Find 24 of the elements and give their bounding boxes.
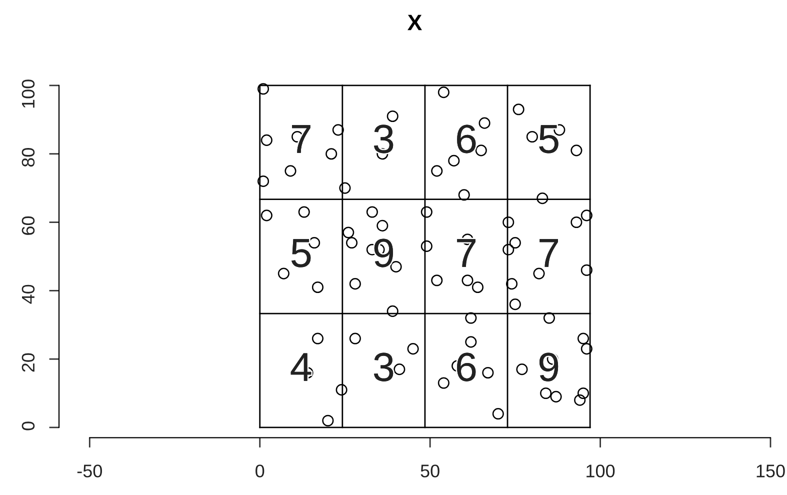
y-tick-label: 40: [22, 284, 35, 304]
chart-title: X: [408, 14, 422, 30]
x-tick-label: 100: [586, 464, 615, 478]
annotation: 9: [539, 352, 558, 382]
annotation: 7: [540, 239, 558, 267]
y-tick-label: 60: [22, 216, 35, 235]
annotation: 5: [539, 125, 558, 154]
annotation: 9: [374, 238, 393, 268]
annotation: 5: [292, 239, 311, 268]
annotation: 6: [457, 124, 476, 154]
x-tick-label: 0: [256, 464, 264, 478]
x-tick-label: 50: [420, 464, 440, 478]
annotation: 4: [290, 353, 312, 381]
annotation: 3: [374, 352, 394, 382]
y-tick-label: 80: [22, 148, 35, 167]
annotation: 7: [292, 125, 310, 153]
annotation: 3: [374, 124, 394, 154]
annotation: 6: [457, 352, 476, 382]
x-tick-label: -50: [77, 464, 102, 478]
y-tick-label: 20: [22, 353, 35, 372]
x-tick-label: 150: [756, 464, 785, 478]
y-tick-label: 0: [22, 422, 35, 430]
annotation: 7: [457, 239, 476, 267]
y-tick-label: 100: [22, 80, 35, 108]
